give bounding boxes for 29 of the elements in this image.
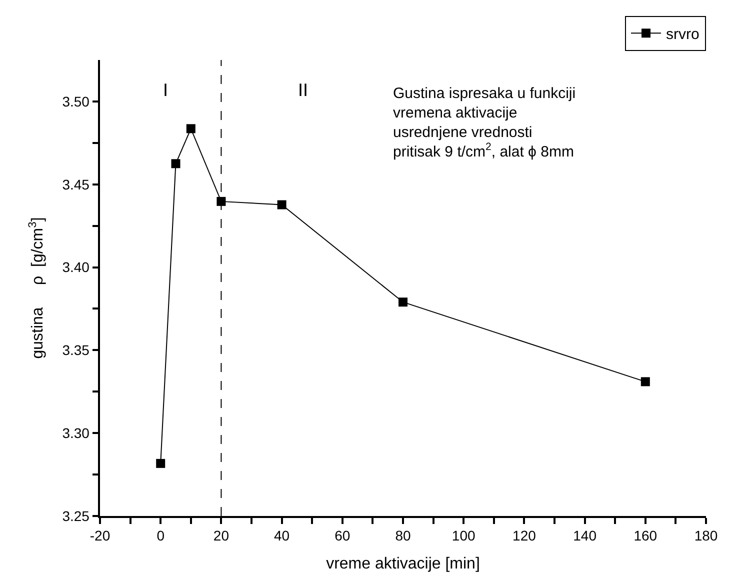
annotation: II xyxy=(298,80,308,100)
x-axis-title: vreme aktivacije [min] xyxy=(326,556,480,573)
x-tick-label: 40 xyxy=(274,528,290,544)
point xyxy=(640,377,650,386)
y-tick-label: 3.25 xyxy=(62,508,90,524)
point xyxy=(277,200,286,210)
point xyxy=(156,458,166,468)
annotation: Gustina ispresaka u funkciji vremena aktivacije usrednjene vrednosti pritisak 9 t/cm$^{2}$, alat ϕ 8mm xyxy=(393,85,576,160)
y-tick-label: 3.50 xyxy=(62,93,90,110)
y-tick-label: 3.40 xyxy=(62,259,90,276)
x-tick-label: 20 xyxy=(213,528,230,544)
x-tick-label: -20 xyxy=(90,528,110,544)
x-tick-label: 80 xyxy=(395,528,411,544)
x-tick-label: 60 xyxy=(334,528,350,544)
x-tick-label: 0 xyxy=(156,528,165,544)
point xyxy=(398,298,408,307)
x-tick-label: 140 xyxy=(573,528,597,544)
y-tick-label: 3.45 xyxy=(62,176,90,192)
y-tick-label: 3.30 xyxy=(62,424,90,441)
point xyxy=(216,196,226,206)
point xyxy=(171,159,180,168)
x-tick-label: 120 xyxy=(512,528,536,544)
legend-label: srvro xyxy=(666,26,700,43)
y-tick-label: 3.35 xyxy=(62,342,90,358)
x-tick-label: 160 xyxy=(634,528,658,544)
x-tick-label: 180 xyxy=(694,528,718,544)
x-tick-label: 100 xyxy=(452,528,476,544)
point xyxy=(186,124,196,134)
annotation: I xyxy=(163,80,168,100)
